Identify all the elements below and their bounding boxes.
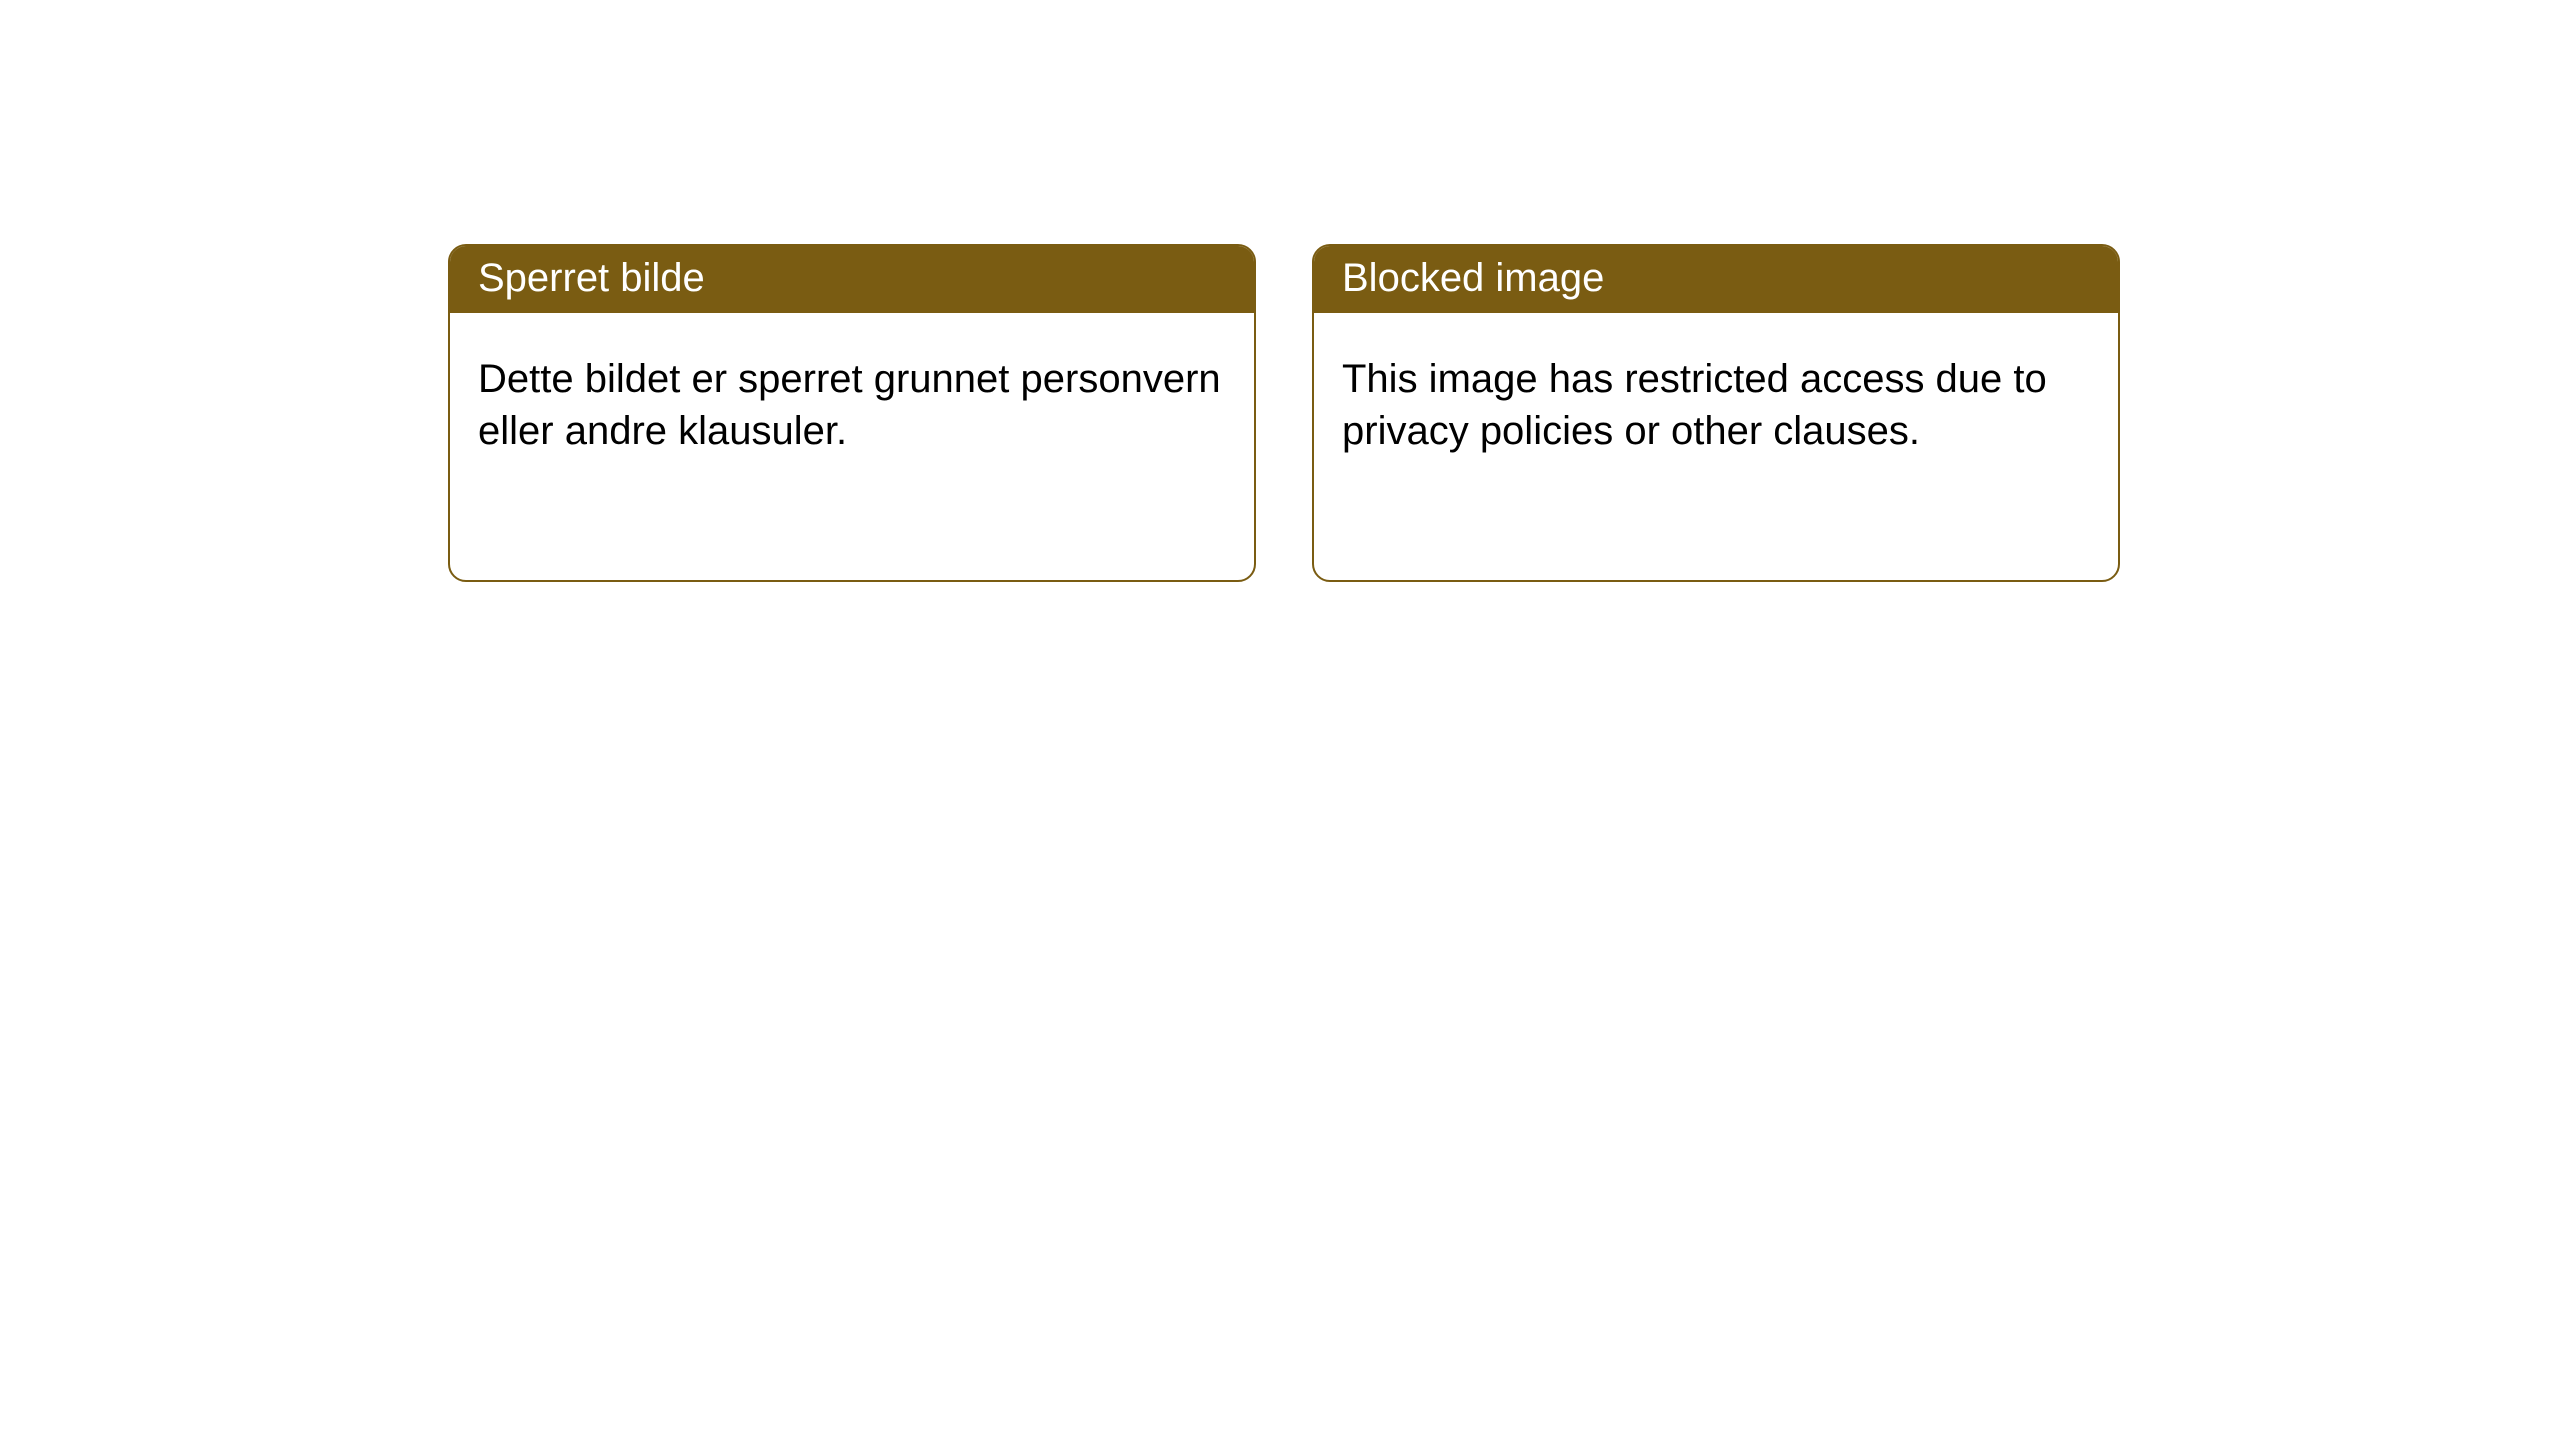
notice-card-english: Blocked image This image has restricted … bbox=[1312, 244, 2120, 582]
card-title: Sperret bilde bbox=[478, 256, 705, 300]
notice-cards-container: Sperret bilde Dette bildet er sperret gr… bbox=[0, 0, 2560, 582]
notice-card-norwegian: Sperret bilde Dette bildet er sperret gr… bbox=[448, 244, 1256, 582]
card-body-text: This image has restricted access due to … bbox=[1342, 357, 2047, 453]
card-title: Blocked image bbox=[1342, 256, 1604, 300]
card-body: Dette bildet er sperret grunnet personve… bbox=[450, 313, 1254, 485]
card-header: Blocked image bbox=[1314, 246, 2118, 313]
card-header: Sperret bilde bbox=[450, 246, 1254, 313]
card-body: This image has restricted access due to … bbox=[1314, 313, 2118, 485]
card-body-text: Dette bildet er sperret grunnet personve… bbox=[478, 357, 1221, 453]
